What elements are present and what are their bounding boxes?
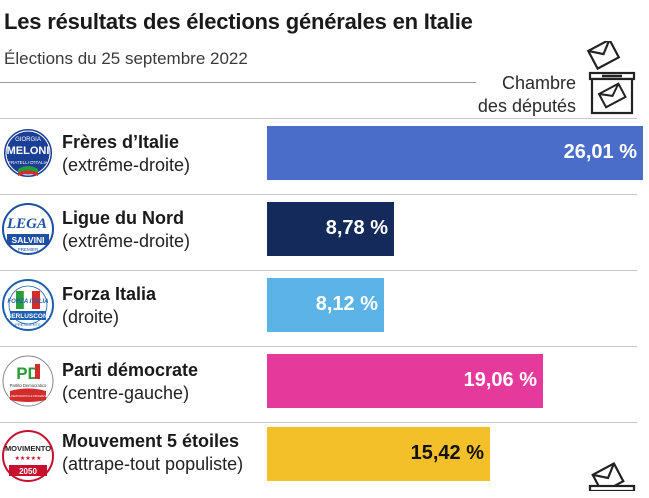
bar-value-label: 19,06 %	[463, 369, 537, 391]
list-item: FORZA ITALIA BERLUSCONI PRESIDENTE Forza…	[0, 270, 649, 346]
pd-logo-line-1: PD	[16, 364, 40, 383]
forza-italia-logo: FORZA ITALIA BERLUSCONI PRESIDENTE	[2, 279, 54, 331]
party-family: (droite)	[62, 307, 120, 327]
bar-value-label: 8,78 %	[325, 217, 388, 239]
party-family: (extrême-droite)	[62, 231, 191, 251]
party-label: Ligue du Nord (extrême-droite)	[62, 207, 190, 253]
fdi-logo: GIORGIA MELONI FRATELLI D'ITALIA	[2, 127, 54, 179]
fdi-logo-line-3: FRATELLI D'ITALIA	[8, 160, 47, 165]
chart-subtitle: Élections du 25 septembre 2022	[4, 49, 248, 68]
pd-logo: PD Partito Democratico ITALIA DEMOCRATIC…	[2, 355, 54, 407]
party-family: (centre-gauche)	[62, 383, 190, 403]
bar: 19,06 %	[267, 354, 543, 408]
row-separator	[0, 346, 637, 347]
fdi-logo-line-2: MELONI	[7, 145, 50, 157]
row-separator	[0, 422, 637, 423]
lega-logo-line-2: SALVINI	[12, 235, 45, 245]
fdi-logo-line-1: GIORGIA	[15, 137, 41, 143]
party-name: Mouvement 5 étoiles	[62, 431, 240, 451]
m5s-logo: MOVIMENTO ★★★★★ 2050	[2, 430, 54, 482]
chart-title: Les résultats des élections générales en…	[4, 9, 473, 34]
bar-value-label: 15,42 %	[410, 442, 484, 464]
forza-italia-logo-line-3: PRESIDENTE	[15, 322, 41, 327]
chamber-label-line-2: des députés	[477, 96, 576, 116]
bar: 8,12 %	[267, 278, 384, 332]
forza-italia-logo-line-1: FORZA ITALIA	[8, 299, 49, 305]
party-label: Frères d’Italie (extrême-droite)	[62, 131, 190, 177]
m5s-logo-line-2: 2050	[19, 467, 37, 476]
pd-logo-line-3: ITALIA DEMOCRATICA E PROGRESSISTA	[3, 394, 54, 398]
party-name: Frères d’Italie	[62, 132, 180, 152]
bar: 15,42 %	[267, 427, 490, 481]
list-item: PD Partito Democratico ITALIA DEMOCRATIC…	[0, 346, 649, 422]
forza-italia-logo-line-2: BERLUSCONI	[7, 313, 50, 320]
ballot-envelope-icon	[588, 462, 636, 491]
row-separator	[0, 118, 637, 119]
party-name: Parti démocrate	[62, 360, 199, 380]
row-separator	[0, 194, 637, 195]
party-family: (attrape-tout populiste)	[62, 454, 244, 474]
lega-logo-line-1: LEGA	[6, 216, 47, 232]
lega-logo: LEGA SALVINI PREMIER	[2, 203, 54, 255]
header-rule	[0, 82, 476, 83]
party-name: Forza Italia	[62, 284, 157, 304]
list-item: MOVIMENTO ★★★★★ 2050 Mouvement 5 étoiles…	[0, 422, 649, 498]
chamber-label: Chambre des députés	[448, 72, 576, 118]
ballot-box-icon	[586, 41, 636, 115]
bar-value-label: 8,12 %	[315, 293, 378, 315]
lega-logo-line-3: PREMIER	[18, 247, 39, 252]
m5s-logo-line-1: MOVIMENTO	[5, 444, 51, 453]
party-label: Forza Italia (droite)	[62, 283, 156, 329]
pd-logo-line-2: Partito Democratico	[10, 383, 47, 388]
row-separator	[0, 270, 637, 271]
party-label: Parti démocrate (centre-gauche)	[62, 359, 198, 405]
bar: 26,01 %	[267, 126, 643, 180]
party-family: (extrême-droite)	[62, 155, 191, 175]
bar-value-label: 26,01 %	[563, 141, 637, 163]
chamber-label-line-1: Chambre	[501, 73, 576, 93]
m5s-logo-stars: ★★★★★	[15, 455, 42, 462]
list-item: GIORGIA MELONI FRATELLI D'ITALIA Frères …	[0, 118, 649, 194]
bar: 8,78 %	[267, 202, 394, 256]
party-label: Mouvement 5 étoiles (attrape-tout populi…	[62, 430, 243, 476]
party-name: Ligue du Nord	[62, 208, 184, 228]
list-item: LEGA SALVINI PREMIER Ligue du Nord (extr…	[0, 194, 649, 270]
